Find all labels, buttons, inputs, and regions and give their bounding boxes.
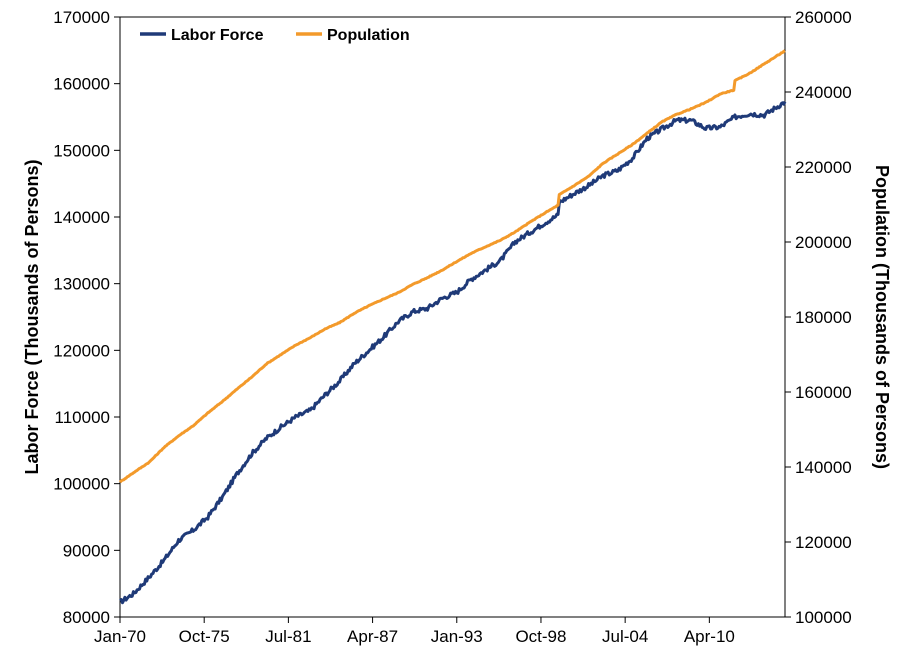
left-axis-tick-label: 120000 — [53, 341, 110, 360]
x-axis-tick-label: Oct-75 — [179, 627, 230, 646]
right-axis-tick-label: 220000 — [795, 158, 852, 177]
left-axis-tick-label: 80000 — [63, 608, 110, 627]
left-axis-title: Labor Force (Thousands of Persons) — [22, 159, 42, 474]
right-axis-tick-label: 200000 — [795, 233, 852, 252]
x-axis-tick-label: Jul-81 — [265, 627, 311, 646]
right-axis-tick-label: 140000 — [795, 458, 852, 477]
series-line-population — [118, 49, 786, 484]
right-axis-tick-label: 160000 — [795, 383, 852, 402]
x-axis: Jan-70 Oct-75 Jul-81 Apr-87 Jan-93 Oct-98 Jul-… — [94, 617, 735, 646]
x-axis-tick-label: Jan-70 — [94, 627, 146, 646]
left-axis-tick-label: 140000 — [53, 208, 110, 227]
left-axis-tick-label: 130000 — [53, 275, 110, 294]
legend-label-labor-force: Labor Force — [171, 27, 264, 44]
x-axis-tick-label: Jul-04 — [602, 627, 648, 646]
left-axis: 80000 90000 100000 110000 120000 130000 140000… — [53, 8, 120, 627]
x-axis-tick-label: Apr-10 — [684, 627, 735, 646]
left-axis-tick-label: 150000 — [53, 141, 110, 160]
left-axis-tick-label: 110000 — [55, 408, 110, 427]
right-axis-tick-label: 180000 — [795, 308, 852, 327]
series-layer — [118, 49, 787, 605]
right-axis-tick-label: 100000 — [795, 608, 852, 627]
right-axis-tick-label: 260000 — [795, 8, 852, 27]
x-axis-tick-label: Oct-98 — [515, 627, 566, 646]
left-axis-tick-label: 170000 — [53, 8, 110, 27]
series-line-labor-force — [119, 100, 787, 605]
x-axis-tick-label: Apr-87 — [347, 627, 398, 646]
right-axis-title: Population (Thousands of Persons) — [872, 165, 892, 469]
left-axis-tick-label: 100000 — [53, 475, 110, 494]
right-axis-tick-label: 120000 — [795, 533, 852, 552]
legend-label-population: Population — [327, 27, 410, 44]
left-axis-tick-label: 90000 — [63, 541, 110, 560]
right-axis: 100000 120000 140000 160000 180000 200000 2200… — [785, 8, 852, 627]
right-axis-tick-label: 240000 — [795, 83, 852, 102]
left-axis-tick-label: 160000 — [53, 75, 110, 94]
legend: Labor Force Population — [140, 27, 410, 44]
x-axis-tick-label: Jan-93 — [431, 627, 483, 646]
